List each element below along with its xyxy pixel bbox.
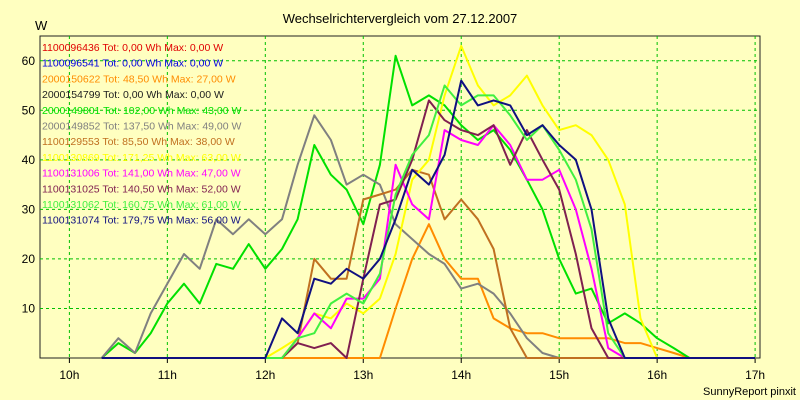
x-tick-label: 14h bbox=[451, 368, 471, 382]
y-tick-label: 50 bbox=[22, 103, 36, 117]
y-tick-label: 30 bbox=[22, 202, 36, 216]
y-tick-label: 10 bbox=[22, 301, 36, 315]
legend-item-1100096541: 1100096541 Tot: 0,00 Wh Max: 0,00 W bbox=[42, 58, 223, 70]
legend-item-1100131074: 1100131074 Tot: 179,75 Wh Max: 56,00 W bbox=[42, 215, 241, 227]
x-tick-label: 11h bbox=[158, 368, 177, 382]
y-tick-label: 20 bbox=[22, 252, 36, 266]
series-line-2000149801 bbox=[101, 54, 756, 359]
x-tick-label: 16h bbox=[647, 368, 667, 382]
footer-credit: SunnyReport pinxit bbox=[703, 386, 796, 398]
x-tick-label: 10h bbox=[59, 368, 79, 382]
legend-item-1100131006: 1100131006 Tot: 141,00 Wh Max: 47,00 W bbox=[42, 168, 241, 180]
chart-title: Wechselrichtervergleich vom 27.12.2007 bbox=[283, 11, 518, 26]
legend-item-1100131062: 1100131062 Tot: 160,75 Wh Max: 61,00 W bbox=[42, 199, 241, 211]
legend-item-2000150622: 2000150622 Tot: 48,50 Wh Max: 27,00 W bbox=[42, 73, 236, 85]
x-tick-label: 17h bbox=[745, 368, 765, 382]
series-line-1100131074 bbox=[101, 79, 756, 359]
y-tick-label: 60 bbox=[22, 54, 36, 68]
legend-item-1100130869: 1100130869 Tot: 171,25 Wh Max: 63,00 W bbox=[42, 152, 241, 164]
legend-item-2000154799: 2000154799 Tot: 0,00 Wh Max: 0,00 W bbox=[42, 89, 224, 101]
legend-item-2000149852: 2000149852 Tot: 137,50 Wh Max: 49,00 W bbox=[42, 121, 242, 133]
legend-item-2000149801: 2000149801 Tot: 102,00 Wh Max: 43,00 W bbox=[42, 105, 242, 117]
x-tick-label: 13h bbox=[353, 368, 373, 382]
plot-area-border bbox=[39, 35, 761, 359]
legend-item-1100096436: 1100096436 Tot: 0,00 Wh Max: 0,00 W bbox=[42, 42, 223, 54]
y-axis-unit-label: W bbox=[35, 18, 48, 33]
x-tick-label: 15h bbox=[549, 368, 569, 382]
legend: 1100096436 Tot: 0,00 Wh Max: 0,00 W 11000… bbox=[42, 42, 242, 227]
legend-item-1100131025: 1100131025 Tot: 140,50 Wh Max: 52,00 W bbox=[42, 183, 241, 195]
series-lines bbox=[100, 44, 756, 359]
legend-item-1100129553: 1100129553 Tot: 85,50 Wh Max: 38,00 W bbox=[42, 136, 235, 148]
x-tick-label: 12h bbox=[255, 368, 275, 382]
y-tick-label: 40 bbox=[22, 153, 36, 167]
ticks: 10h 11h 12h 13h 14h 15h 16h 17h 10 20 30 40 50 60 bbox=[22, 54, 765, 382]
